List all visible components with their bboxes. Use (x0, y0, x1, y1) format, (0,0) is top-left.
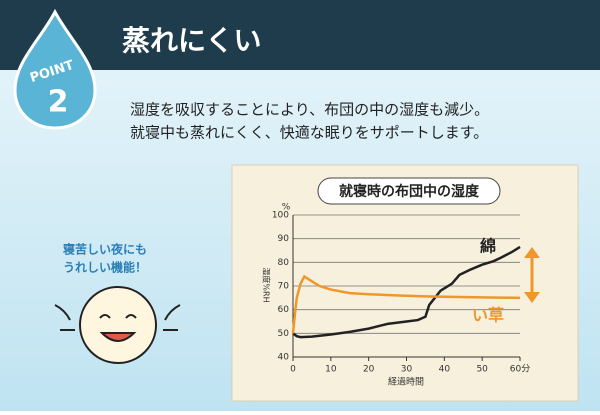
x-tick-label: 50 (476, 365, 488, 375)
y-unit: % (282, 203, 291, 213)
point-number: 2 (48, 85, 69, 120)
x-tick-label: 60分 (510, 364, 530, 375)
y-tick-label: 50 (278, 329, 290, 339)
x-axis-label: 経過時間 (388, 376, 424, 388)
chart-title-box (317, 177, 501, 205)
y-axis-label: 湿度%RH (262, 267, 272, 302)
x-tick-label: 0 (290, 365, 296, 375)
series-label: い草 (472, 305, 504, 324)
y-tick-label: 60 (278, 305, 290, 315)
header-band (0, 0, 600, 70)
x-tick-label: 30 (401, 365, 413, 375)
description-line: 湿度を吸収することにより、布団の中の湿度も減少。 (130, 101, 489, 119)
x-tick-label: 10 (325, 365, 337, 375)
side-note: 寝苦しい夜にも (63, 242, 147, 257)
series-line (292, 245, 521, 339)
header-title: 蒸れにくい (122, 24, 261, 57)
drop-icon (13, 8, 97, 130)
series-label: 綿 (480, 236, 496, 255)
y-tick-label: 40 (278, 353, 290, 363)
cartoon-face (54, 286, 181, 364)
y-tick-label: 100 (272, 211, 289, 221)
y-tick-label: 90 (278, 234, 290, 244)
x-tick-label: 20 (363, 365, 375, 375)
x-tick-label: 40 (439, 365, 451, 375)
series-line (291, 274, 521, 334)
chart-title: 就寝時の布団中の湿度 (339, 183, 480, 200)
range-arrow (524, 247, 540, 303)
description-line: 就寝中も蒸れにくく、快適な眠りをサポートします。 (130, 124, 488, 142)
y-tick-label: 70 (278, 282, 290, 292)
side-note: うれしい機能！ (63, 260, 147, 275)
y-tick-label: 80 (278, 258, 290, 268)
